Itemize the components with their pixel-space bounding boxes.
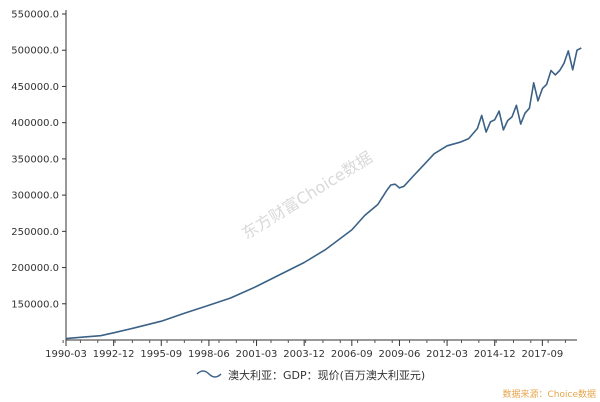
y-tick-label: 250000.0 [11, 227, 59, 238]
y-tick-label: 350000.0 [11, 154, 59, 165]
y-axis: 150000.0 200000.0 250000.0 300000.0 350000.0… [11, 10, 67, 340]
x-tick-label: 1995-09 [140, 349, 182, 360]
x-tick-label: 1992-12 [93, 349, 135, 360]
x-tick-label: 1990-03 [45, 349, 87, 360]
legend-line-icon [196, 370, 222, 378]
y-tick-label: 550000.0 [11, 10, 59, 21]
x-tick-label: 1998-06 [188, 349, 230, 360]
y-tick-label: 500000.0 [11, 46, 59, 57]
y-tick-label: 450000.0 [11, 82, 59, 93]
x-tick-label: 2006-09 [331, 349, 373, 360]
x-tick-label: 2012-03 [426, 349, 468, 360]
x-tick-label: 2017-09 [521, 349, 563, 360]
y-tick-label: 300000.0 [11, 191, 59, 202]
y-tick-label: 150000.0 [11, 299, 59, 310]
series-layer [65, 47, 582, 340]
y-tick-label: 400000.0 [11, 118, 59, 129]
y-tick-label: 200000.0 [11, 263, 59, 274]
source-label: 数据来源：Choice数据 [503, 388, 596, 400]
watermark: 东方财富Choice数据 [238, 147, 375, 243]
legend: 澳大利亚：GDP：现价(百万澳大利亚元) [196, 368, 425, 382]
x-tick-label: 2014-12 [474, 349, 516, 360]
x-tick-label: 2009-06 [379, 349, 421, 360]
x-tick-label: 2003-12 [283, 349, 325, 360]
watermark-text: 东方财富Choice数据 [238, 147, 375, 243]
x-axis: 1990-03 1992-12 1995-09 1998-06 2001-03 2003-… [45, 339, 577, 360]
x-tick-label: 2001-03 [236, 349, 278, 360]
series-line [65, 47, 582, 340]
legend-label: 澳大利亚：GDP：现价(百万澳大利亚元) [228, 368, 425, 382]
